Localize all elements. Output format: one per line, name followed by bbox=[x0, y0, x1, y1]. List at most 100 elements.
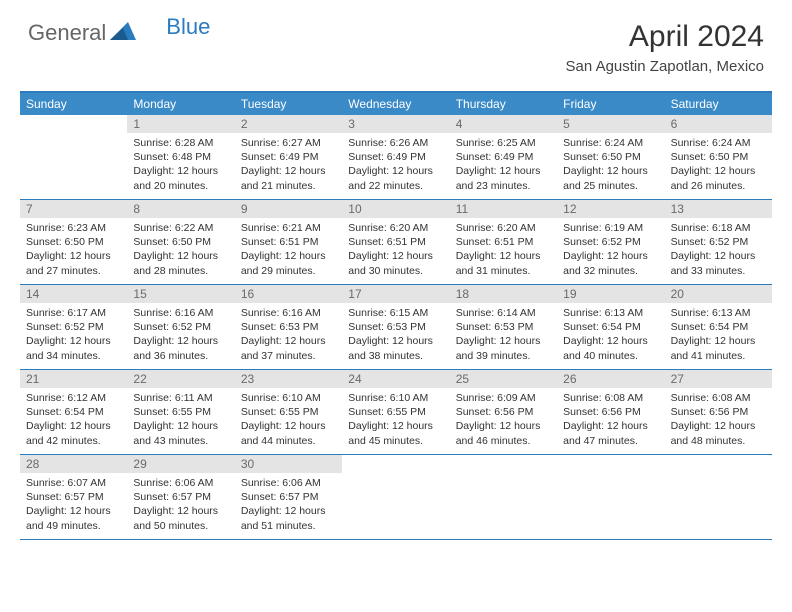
sunrise-text: Sunrise: 6:18 AM bbox=[671, 221, 766, 235]
sunrise-text: Sunrise: 6:07 AM bbox=[26, 476, 121, 490]
cell-body bbox=[450, 473, 557, 482]
day-number: 14 bbox=[20, 285, 127, 303]
day-header: Wednesday bbox=[342, 93, 449, 115]
cell-body: Sunrise: 6:10 AMSunset: 6:55 PMDaylight:… bbox=[235, 388, 342, 454]
day-number: 24 bbox=[342, 370, 449, 388]
sunrise-text: Sunrise: 6:16 AM bbox=[133, 306, 228, 320]
sunset-text: Sunset: 6:52 PM bbox=[26, 320, 121, 334]
day-number: 4 bbox=[450, 115, 557, 133]
sunrise-text: Sunrise: 6:24 AM bbox=[563, 136, 658, 150]
cell-body: Sunrise: 6:13 AMSunset: 6:54 PMDaylight:… bbox=[557, 303, 664, 369]
sunrise-text: Sunrise: 6:14 AM bbox=[456, 306, 551, 320]
day-number: 22 bbox=[127, 370, 234, 388]
day-headers-row: Sunday Monday Tuesday Wednesday Thursday… bbox=[20, 93, 772, 115]
daylight-text: Daylight: 12 hours and 48 minutes. bbox=[671, 419, 766, 447]
cell-body: Sunrise: 6:09 AMSunset: 6:56 PMDaylight:… bbox=[450, 388, 557, 454]
calendar-cell: 17Sunrise: 6:15 AMSunset: 6:53 PMDayligh… bbox=[342, 285, 449, 369]
day-number: 1 bbox=[127, 115, 234, 133]
day-number: 11 bbox=[450, 200, 557, 218]
calendar-cell: 23Sunrise: 6:10 AMSunset: 6:55 PMDayligh… bbox=[235, 370, 342, 454]
sunrise-text: Sunrise: 6:10 AM bbox=[241, 391, 336, 405]
daylight-text: Daylight: 12 hours and 42 minutes. bbox=[26, 419, 121, 447]
calendar-cell bbox=[665, 455, 772, 539]
sunset-text: Sunset: 6:50 PM bbox=[133, 235, 228, 249]
day-header: Saturday bbox=[665, 93, 772, 115]
calendar-cell: 20Sunrise: 6:13 AMSunset: 6:54 PMDayligh… bbox=[665, 285, 772, 369]
calendar-cell: 2Sunrise: 6:27 AMSunset: 6:49 PMDaylight… bbox=[235, 115, 342, 199]
location-label: San Agustin Zapotlan, Mexico bbox=[566, 58, 764, 75]
sunset-text: Sunset: 6:50 PM bbox=[671, 150, 766, 164]
day-header: Monday bbox=[127, 93, 234, 115]
sunrise-text: Sunrise: 6:26 AM bbox=[348, 136, 443, 150]
calendar-cell: 14Sunrise: 6:17 AMSunset: 6:52 PMDayligh… bbox=[20, 285, 127, 369]
sunset-text: Sunset: 6:56 PM bbox=[563, 405, 658, 419]
daylight-text: Daylight: 12 hours and 29 minutes. bbox=[241, 249, 336, 277]
sunrise-text: Sunrise: 6:25 AM bbox=[456, 136, 551, 150]
calendar-cell: 1Sunrise: 6:28 AMSunset: 6:48 PMDaylight… bbox=[127, 115, 234, 199]
cell-body: Sunrise: 6:13 AMSunset: 6:54 PMDaylight:… bbox=[665, 303, 772, 369]
cell-body: Sunrise: 6:19 AMSunset: 6:52 PMDaylight:… bbox=[557, 218, 664, 284]
sunset-text: Sunset: 6:52 PM bbox=[133, 320, 228, 334]
daylight-text: Daylight: 12 hours and 49 minutes. bbox=[26, 504, 121, 532]
calendar: Sunday Monday Tuesday Wednesday Thursday… bbox=[20, 91, 772, 540]
calendar-cell: 25Sunrise: 6:09 AMSunset: 6:56 PMDayligh… bbox=[450, 370, 557, 454]
day-number: 29 bbox=[127, 455, 234, 473]
day-number: 26 bbox=[557, 370, 664, 388]
day-number: 13 bbox=[665, 200, 772, 218]
sunrise-text: Sunrise: 6:19 AM bbox=[563, 221, 658, 235]
day-header: Friday bbox=[557, 93, 664, 115]
sunset-text: Sunset: 6:55 PM bbox=[133, 405, 228, 419]
page-header: General Blue April 2024 San Agustin Zapo… bbox=[0, 0, 792, 83]
calendar-cell: 9Sunrise: 6:21 AMSunset: 6:51 PMDaylight… bbox=[235, 200, 342, 284]
day-number: 12 bbox=[557, 200, 664, 218]
day-header: Tuesday bbox=[235, 93, 342, 115]
day-number: 17 bbox=[342, 285, 449, 303]
sunrise-text: Sunrise: 6:13 AM bbox=[563, 306, 658, 320]
sunrise-text: Sunrise: 6:15 AM bbox=[348, 306, 443, 320]
cell-body: Sunrise: 6:28 AMSunset: 6:48 PMDaylight:… bbox=[127, 133, 234, 199]
logo-triangle-icon bbox=[110, 20, 136, 46]
daylight-text: Daylight: 12 hours and 45 minutes. bbox=[348, 419, 443, 447]
cell-body: Sunrise: 6:16 AMSunset: 6:53 PMDaylight:… bbox=[235, 303, 342, 369]
daylight-text: Daylight: 12 hours and 46 minutes. bbox=[456, 419, 551, 447]
week-row: 7Sunrise: 6:23 AMSunset: 6:50 PMDaylight… bbox=[20, 200, 772, 285]
cell-body: Sunrise: 6:18 AMSunset: 6:52 PMDaylight:… bbox=[665, 218, 772, 284]
daylight-text: Daylight: 12 hours and 36 minutes. bbox=[133, 334, 228, 362]
calendar-cell: 29Sunrise: 6:06 AMSunset: 6:57 PMDayligh… bbox=[127, 455, 234, 539]
sunrise-text: Sunrise: 6:27 AM bbox=[241, 136, 336, 150]
day-number: 19 bbox=[557, 285, 664, 303]
cell-body: Sunrise: 6:25 AMSunset: 6:49 PMDaylight:… bbox=[450, 133, 557, 199]
cell-body: Sunrise: 6:24 AMSunset: 6:50 PMDaylight:… bbox=[665, 133, 772, 199]
calendar-cell: 5Sunrise: 6:24 AMSunset: 6:50 PMDaylight… bbox=[557, 115, 664, 199]
sunrise-text: Sunrise: 6:10 AM bbox=[348, 391, 443, 405]
daylight-text: Daylight: 12 hours and 33 minutes. bbox=[671, 249, 766, 277]
sunset-text: Sunset: 6:57 PM bbox=[133, 490, 228, 504]
sunset-text: Sunset: 6:51 PM bbox=[241, 235, 336, 249]
calendar-cell: 18Sunrise: 6:14 AMSunset: 6:53 PMDayligh… bbox=[450, 285, 557, 369]
daylight-text: Daylight: 12 hours and 47 minutes. bbox=[563, 419, 658, 447]
cell-body: Sunrise: 6:10 AMSunset: 6:55 PMDaylight:… bbox=[342, 388, 449, 454]
day-number: 3 bbox=[342, 115, 449, 133]
cell-body: Sunrise: 6:23 AMSunset: 6:50 PMDaylight:… bbox=[20, 218, 127, 284]
day-number: 27 bbox=[665, 370, 772, 388]
calendar-cell: 19Sunrise: 6:13 AMSunset: 6:54 PMDayligh… bbox=[557, 285, 664, 369]
week-row: 21Sunrise: 6:12 AMSunset: 6:54 PMDayligh… bbox=[20, 370, 772, 455]
day-number: 6 bbox=[665, 115, 772, 133]
cell-body bbox=[665, 473, 772, 482]
sunset-text: Sunset: 6:48 PM bbox=[133, 150, 228, 164]
sunrise-text: Sunrise: 6:12 AM bbox=[26, 391, 121, 405]
sunrise-text: Sunrise: 6:22 AM bbox=[133, 221, 228, 235]
day-header: Sunday bbox=[20, 93, 127, 115]
day-number: 7 bbox=[20, 200, 127, 218]
sunset-text: Sunset: 6:54 PM bbox=[563, 320, 658, 334]
day-number: 15 bbox=[127, 285, 234, 303]
day-number: 30 bbox=[235, 455, 342, 473]
calendar-cell: 7Sunrise: 6:23 AMSunset: 6:50 PMDaylight… bbox=[20, 200, 127, 284]
sunset-text: Sunset: 6:57 PM bbox=[26, 490, 121, 504]
daylight-text: Daylight: 12 hours and 34 minutes. bbox=[26, 334, 121, 362]
calendar-cell: 28Sunrise: 6:07 AMSunset: 6:57 PMDayligh… bbox=[20, 455, 127, 539]
daylight-text: Daylight: 12 hours and 27 minutes. bbox=[26, 249, 121, 277]
logo: General Blue bbox=[28, 20, 210, 46]
cell-body bbox=[557, 473, 664, 482]
cell-body: Sunrise: 6:07 AMSunset: 6:57 PMDaylight:… bbox=[20, 473, 127, 539]
